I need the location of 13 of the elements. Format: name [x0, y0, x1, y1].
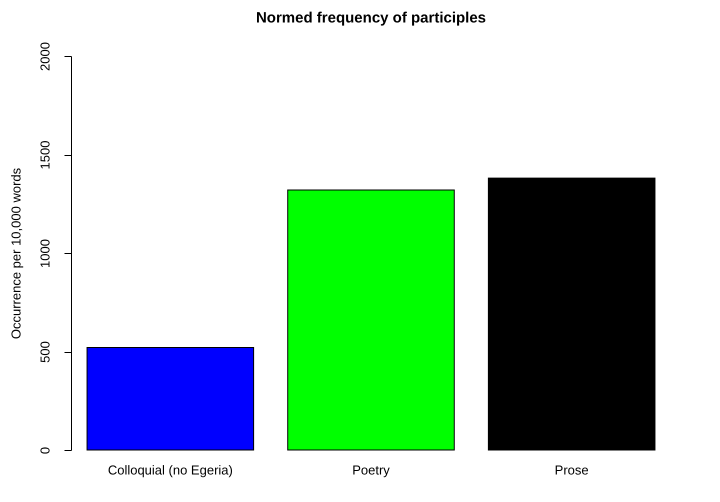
chart-title: Normed frequency of participles [256, 10, 486, 27]
y-tick-label: 500 [38, 341, 52, 363]
y-tick-label: 1000 [38, 239, 52, 268]
bar [488, 178, 656, 450]
y-tick-label: 1500 [38, 140, 52, 170]
y-tick-label: 0 [38, 446, 52, 454]
y-axis-title: Occurrence per 10,000 words [8, 167, 24, 340]
x-tick-label: Colloquial (no Egeria) [108, 462, 233, 478]
bar [86, 347, 254, 450]
bar [287, 189, 455, 450]
x-tick-label: Prose [554, 462, 589, 478]
y-tick-label: 2000 [38, 42, 52, 71]
x-tick-label: Poetry [352, 462, 390, 478]
